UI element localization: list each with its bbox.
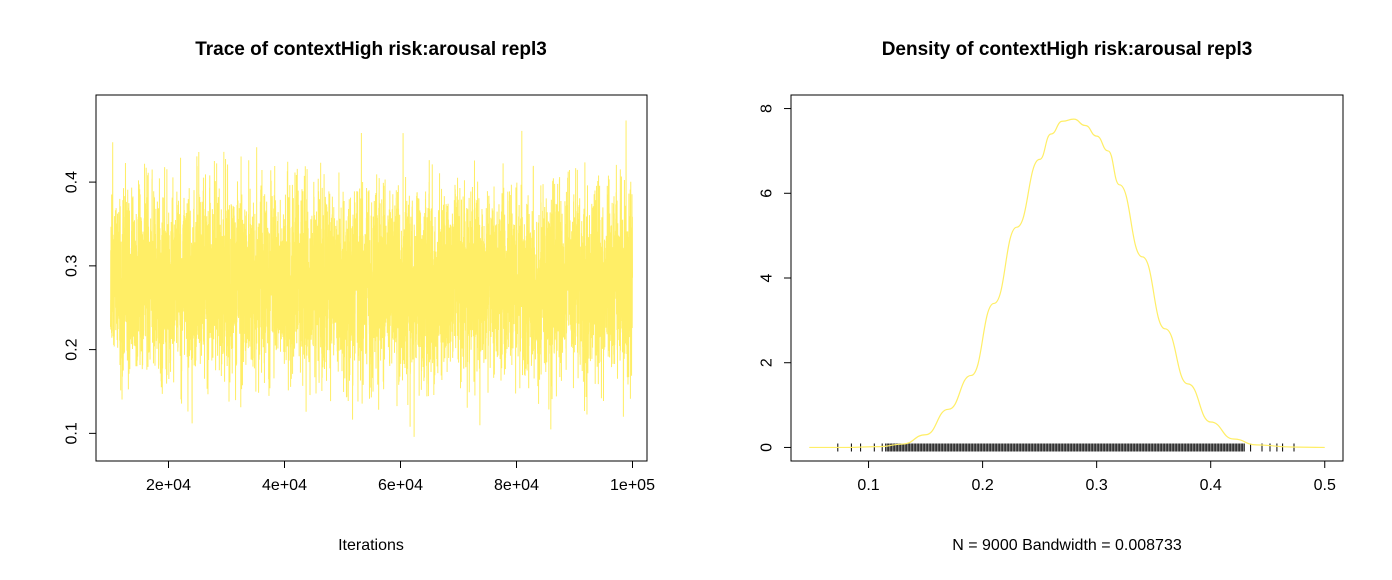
density-y-tick-label: 8 bbox=[759, 104, 776, 113]
density-plot-title: Density of contextHigh risk:arousal repl… bbox=[882, 39, 1253, 60]
density-y-tick-label: 0 bbox=[759, 443, 776, 452]
density-plot-panel: Density of contextHigh risk:arousal repl… bbox=[759, 39, 1344, 554]
trace-x-axis: 2e+04 4e+04 6e+04 8e+04 1e+05 bbox=[146, 460, 655, 494]
density-rug-marks bbox=[837, 443, 1295, 452]
density-y-axis: 0 2 4 6 8 bbox=[759, 104, 792, 452]
density-curve bbox=[809, 118, 1325, 449]
trace-x-tick-label: 2e+04 bbox=[146, 477, 191, 494]
trace-x-tick-label: 4e+04 bbox=[262, 477, 307, 494]
trace-y-axis: 0.1 0.2 0.3 0.4 bbox=[64, 171, 97, 444]
trace-x-tick-label: 8e+04 bbox=[494, 477, 539, 494]
density-x-tick-label: 0.2 bbox=[971, 477, 993, 494]
density-x-tick-label: 0.5 bbox=[1314, 477, 1336, 494]
density-x-tick-label: 0.4 bbox=[1200, 477, 1222, 494]
trace-plot-panel: Trace of contextHigh risk:arousal repl3 … bbox=[64, 39, 655, 554]
trace-y-tick-label: 0.1 bbox=[64, 422, 81, 444]
density-x-axis: 0.1 0.2 0.3 0.4 0.5 bbox=[857, 460, 1336, 494]
density-x-tick-label: 0.3 bbox=[1086, 477, 1108, 494]
density-curve-group bbox=[809, 118, 1325, 449]
trace-line bbox=[110, 120, 633, 437]
density-plot-frame bbox=[790, 94, 1344, 462]
trace-y-tick-label: 0.2 bbox=[64, 338, 81, 360]
trace-y-tick-label: 0.4 bbox=[64, 171, 81, 193]
density-rug bbox=[837, 443, 1295, 452]
density-y-tick-label: 4 bbox=[759, 273, 776, 282]
trace-y-tick-label: 0.3 bbox=[64, 255, 81, 277]
trace-x-tick-label: 1e+05 bbox=[610, 477, 655, 494]
density-y-tick-label: 2 bbox=[759, 358, 776, 367]
density-y-tick-label: 6 bbox=[759, 189, 776, 198]
trace-plot-title: Trace of contextHigh risk:arousal repl3 bbox=[195, 39, 547, 60]
density-x-tick-label: 0.1 bbox=[857, 477, 879, 494]
trace-series-line bbox=[110, 120, 633, 437]
trace-x-axis-label: Iterations bbox=[338, 537, 404, 554]
density-x-axis-label: N = 9000 Bandwidth = 0.008733 bbox=[952, 537, 1182, 554]
trace-x-tick-label: 6e+04 bbox=[378, 477, 423, 494]
